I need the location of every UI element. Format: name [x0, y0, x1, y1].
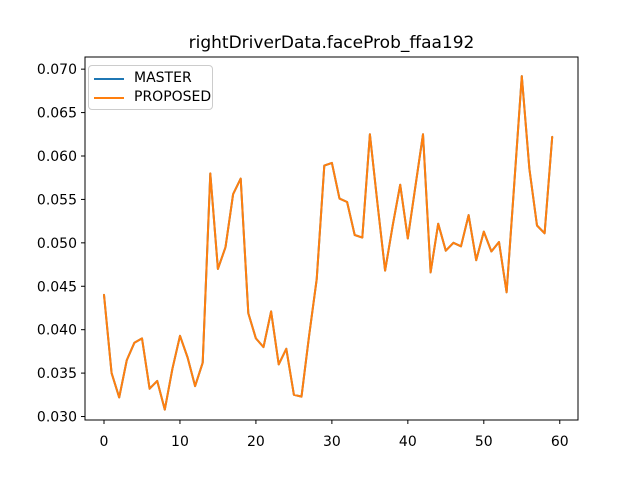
x-tick-label: 60: [551, 434, 569, 450]
x-tick-label: 20: [247, 434, 265, 450]
legend-line-swatch-master: [94, 77, 124, 80]
legend-label-proposed: PROPOSED: [134, 89, 212, 105]
legend-label-master: MASTER: [134, 70, 192, 86]
y-tick-label: 0.060: [37, 149, 77, 165]
legend-line-swatch-proposed: [94, 96, 124, 99]
y-tick-label: 0.070: [37, 62, 77, 78]
x-tick-label: 0: [100, 434, 109, 450]
y-tick-label: 0.030: [37, 410, 77, 426]
x-tick-label: 10: [171, 434, 189, 450]
x-tick-label: 40: [399, 434, 417, 450]
y-tick-label: 0.035: [37, 366, 77, 382]
legend: MASTER PROPOSED: [88, 65, 213, 110]
x-tick-label: 30: [323, 434, 341, 450]
legend-entry-master: MASTER: [94, 69, 212, 88]
y-tick-label: 0.050: [37, 236, 77, 252]
y-tick-label: 0.045: [37, 279, 77, 295]
x-tick-label: 50: [475, 434, 493, 450]
chart-title: rightDriverData.faceProb_ffaa192: [188, 33, 475, 53]
legend-entry-proposed: PROPOSED: [94, 88, 212, 107]
y-tick-label: 0.040: [37, 323, 77, 339]
y-tick-label: 0.065: [37, 106, 77, 122]
axes-spines: [84, 56, 579, 421]
y-tick-label: 0.055: [37, 192, 77, 208]
series-line-proposed: [103, 75, 554, 411]
series-line-master: [103, 75, 554, 411]
